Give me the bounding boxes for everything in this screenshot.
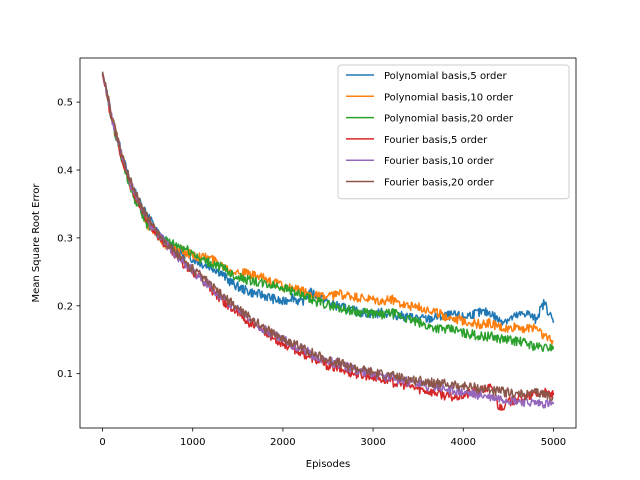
x-tick-label: 2000 [270,437,295,448]
series-layer [101,71,555,411]
legend-label: Fourier basis,20 order [384,178,494,189]
legend-label: Polynomial basis,5 order [384,71,507,82]
x-tick-label: 1000 [180,437,205,448]
legend-label: Polynomial basis,10 order [384,92,514,103]
legend: Polynomial basis,5 order Polynomial basis… [337,64,570,200]
x-tick-label: 5000 [541,437,566,448]
y-tick-label: 0.4 [57,166,73,177]
y-tick-label: 0.3 [57,233,73,244]
x-tick-label: 0 [99,437,105,448]
y-tick-label: 0.5 [57,98,73,109]
x-axis-label: Episodes [306,459,350,470]
legend-label: Polynomial basis,20 order [384,114,514,125]
series-line [101,71,554,402]
x-axis-ticks: 0 1000 2000 3000 4000 5000 [99,428,566,448]
x-tick-label: 4000 [451,437,476,448]
legend-label: Fourier basis,5 order [384,135,488,146]
y-axis-ticks: 0.1 0.2 0.3 0.4 0.5 [57,98,80,380]
plot-area-frame [79,57,577,429]
series-line [101,72,554,345]
legend-box [337,64,570,200]
x-tick-label: 3000 [360,437,385,448]
series-line [101,72,555,353]
legend-label: Fourier basis,10 order [384,156,494,167]
y-tick-label: 0.1 [57,369,73,380]
y-tick-label: 0.2 [57,301,73,312]
y-axis-label: Mean Square Root Error [31,183,42,303]
